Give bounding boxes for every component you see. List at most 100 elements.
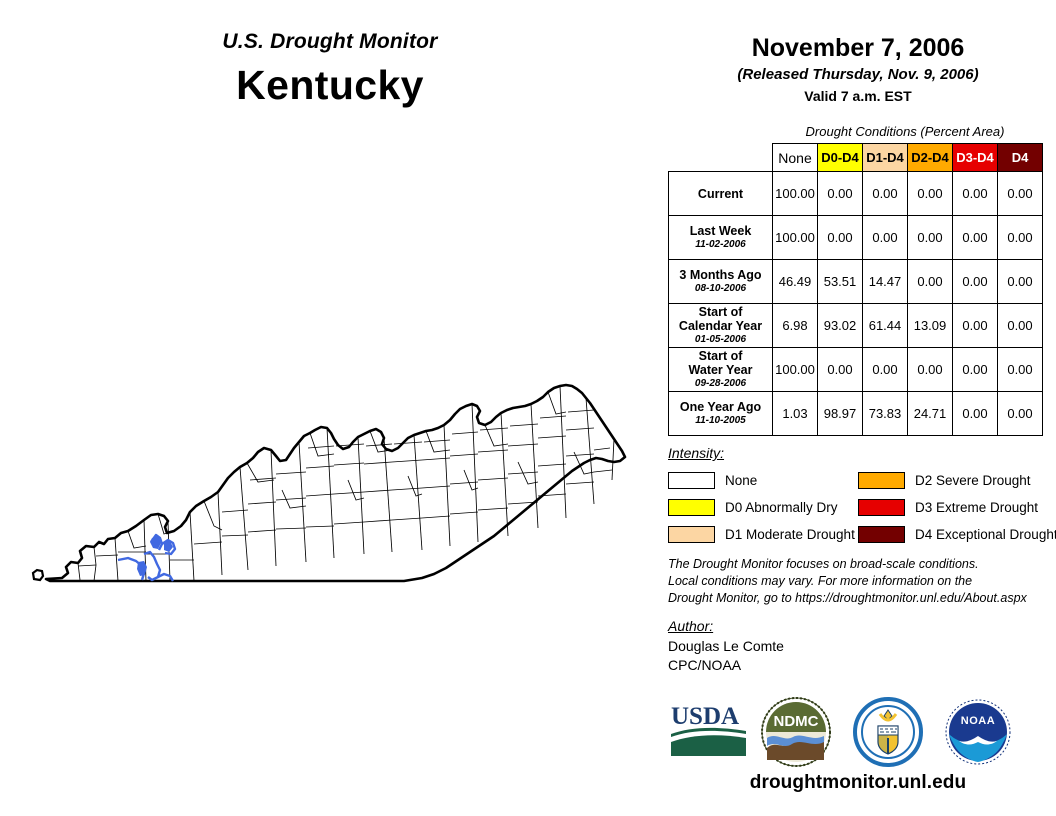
table-cell: 0.00 bbox=[907, 347, 953, 392]
table-cell: 0.00 bbox=[907, 215, 953, 260]
commerce-seal[interactable] bbox=[852, 696, 924, 768]
legend-label: D0 Abnormally Dry bbox=[725, 499, 838, 515]
table-cell: 24.71 bbox=[907, 391, 953, 436]
col-header-d0-d4: D0-D4 bbox=[817, 143, 863, 172]
row-label-date: 08-10-2006 bbox=[694, 283, 747, 295]
disclaimer-text: The Drought Monitor focuses on broad-sca… bbox=[668, 556, 1056, 607]
legend-label: None bbox=[725, 472, 758, 488]
ndmc-logo-text: NDMC bbox=[774, 713, 819, 730]
legend-left-swatch-2 bbox=[668, 525, 715, 543]
legend-left-swatch-1 bbox=[668, 498, 715, 516]
kentucky-bend bbox=[31, 568, 45, 582]
table-cell: 0.00 bbox=[817, 347, 863, 392]
legend-label: D3 Extreme Drought bbox=[915, 499, 1039, 515]
col-header-d1-d4: D1-D4 bbox=[862, 143, 908, 172]
table-cell: 0.00 bbox=[907, 171, 953, 216]
table-header-row: None D0-D4 D1-D4 D2-D4 D3-D4 D4 bbox=[668, 143, 1043, 172]
drought-conditions-table: None D0-D4 D1-D4 D2-D4 D3-D4 D4 Current 1… bbox=[668, 143, 1043, 436]
col-header-d2-d4: D2-D4 bbox=[907, 143, 953, 172]
kentucky-state-map[interactable] bbox=[18, 330, 642, 600]
author-org: CPC/NOAA bbox=[668, 657, 742, 673]
legend-label: D2 Severe Drought bbox=[915, 472, 1031, 488]
table-row: Last Week 11-02-2006 100.00 0.00 0.00 0.00 0.0… bbox=[668, 215, 1043, 260]
legend-label: D4 Exceptional Drought bbox=[915, 526, 1056, 542]
table-row: Start of Calendar Year 01-05-2006 6.98 93.02… bbox=[668, 303, 1043, 348]
table-cell: 0.00 bbox=[907, 259, 953, 304]
table-cell: 0.00 bbox=[997, 259, 1043, 304]
legend-right-swatch-0 bbox=[858, 471, 905, 489]
table-row: Current 100.00 0.00 0.00 0.00 0.00 0.00 bbox=[668, 171, 1043, 216]
table-caption: Drought Conditions (Percent Area) bbox=[805, 124, 1005, 139]
intensity-legend-title: Intensity: bbox=[668, 445, 725, 461]
row-label: One Year Ago 11-10-2005 bbox=[668, 391, 773, 436]
legend-item: D0 Abnormally Dry bbox=[668, 495, 855, 519]
table-cell: 0.00 bbox=[997, 171, 1043, 216]
table-cell: 61.44 bbox=[862, 303, 908, 348]
col-header-none: None bbox=[772, 143, 818, 172]
table-cell: 0.00 bbox=[862, 171, 908, 216]
table-row: 3 Months Ago 08-10-2006 46.49 53.51 14.47 0.0… bbox=[668, 259, 1043, 304]
legend-column-left: None D0 Abnormally Dry D1 Moderate Drought bbox=[668, 468, 855, 549]
noaa-logo[interactable]: NOAA bbox=[942, 696, 1014, 768]
legend-left-swatch-0 bbox=[668, 471, 715, 489]
footer-url[interactable]: droughtmonitor.unl.edu bbox=[749, 772, 967, 793]
map-panel: U.S. Drought Monitor Kentucky bbox=[18, 30, 642, 600]
table-cell: 0.00 bbox=[997, 303, 1043, 348]
disclaimer-line-1: The Drought Monitor focuses on broad-sca… bbox=[668, 557, 979, 571]
table-cell: 100.00 bbox=[772, 171, 818, 216]
col-header-d4: D4 bbox=[997, 143, 1043, 172]
row-label: Start of Calendar Year 01-05-2006 bbox=[668, 303, 773, 348]
row-label-date: 09-28-2006 bbox=[694, 378, 747, 390]
table-cell: 0.00 bbox=[862, 215, 908, 260]
col-header-d3-d4: D3-D4 bbox=[952, 143, 998, 172]
row-label-date: 01-05-2006 bbox=[694, 334, 747, 346]
ndmc-logo[interactable]: NDMC bbox=[760, 696, 832, 768]
legend-right-swatch-2 bbox=[858, 525, 905, 543]
table-cell: 0.00 bbox=[997, 215, 1043, 260]
row-label: Last Week 11-02-2006 bbox=[668, 215, 773, 260]
table-cell: 0.00 bbox=[817, 215, 863, 260]
usda-logo-text: USDA bbox=[671, 703, 739, 730]
table-body: Current 100.00 0.00 0.00 0.00 0.00 0.00 Last We… bbox=[668, 171, 1043, 436]
table-cell: 0.00 bbox=[997, 391, 1043, 436]
table-cell: 0.00 bbox=[862, 347, 908, 392]
table-cell: 0.00 bbox=[952, 347, 998, 392]
table-header: None D0-D4 D1-D4 D2-D4 D3-D4 D4 bbox=[668, 143, 1043, 172]
water-bodies-fill bbox=[137, 536, 173, 576]
table-cell: 1.03 bbox=[772, 391, 818, 436]
table-cell: 100.00 bbox=[772, 215, 818, 260]
table-cell: 0.00 bbox=[952, 303, 998, 348]
table-cell: 93.02 bbox=[817, 303, 863, 348]
table-cell: 13.09 bbox=[907, 303, 953, 348]
table-cell: 53.51 bbox=[817, 259, 863, 304]
legend-item: None bbox=[668, 468, 855, 492]
table-cell: 14.47 bbox=[862, 259, 908, 304]
table-row: Start of Water Year 09-28-2006 100.00 0.00 0.… bbox=[668, 347, 1043, 392]
valid-time: Valid 7 a.m. EST bbox=[804, 88, 912, 104]
author-name: Douglas Le Comte bbox=[668, 638, 784, 654]
logo-row: USDA NDMC bbox=[660, 694, 1056, 772]
noaa-logo-text: NOAA bbox=[961, 715, 995, 727]
disclaimer-line-3: Drought Monitor, go to https://droughtmo… bbox=[668, 590, 1027, 605]
table-corner-blank bbox=[668, 143, 773, 172]
legend-label: D1 Moderate Drought bbox=[725, 526, 855, 542]
table-cell: 0.00 bbox=[997, 347, 1043, 392]
usda-logo[interactable]: USDA bbox=[668, 700, 752, 764]
table-cell: 0.00 bbox=[952, 391, 998, 436]
row-label-date: 11-10-2005 bbox=[695, 415, 746, 427]
county-boundaries bbox=[77, 385, 615, 582]
table-cell: 73.83 bbox=[862, 391, 908, 436]
legend-item: D1 Moderate Drought bbox=[668, 522, 855, 546]
table-row: One Year Ago 11-10-2005 1.03 98.97 73.83 24.7… bbox=[668, 391, 1043, 436]
page-title-state: Kentucky bbox=[236, 62, 424, 108]
row-label: Start of Water Year 09-28-2006 bbox=[668, 347, 773, 392]
report-date: November 7, 2006 bbox=[751, 34, 965, 62]
table-cell: 46.49 bbox=[772, 259, 818, 304]
legend-column-right: D2 Severe Drought D3 Extreme Drought D4 Ex… bbox=[858, 468, 1056, 549]
table-cell: 0.00 bbox=[952, 259, 998, 304]
row-label-date: 11-02-2006 bbox=[695, 239, 746, 251]
release-date: (Released Thursday, Nov. 9, 2006) bbox=[737, 66, 979, 83]
row-label: Current bbox=[668, 171, 773, 216]
table-cell: 0.00 bbox=[952, 171, 998, 216]
